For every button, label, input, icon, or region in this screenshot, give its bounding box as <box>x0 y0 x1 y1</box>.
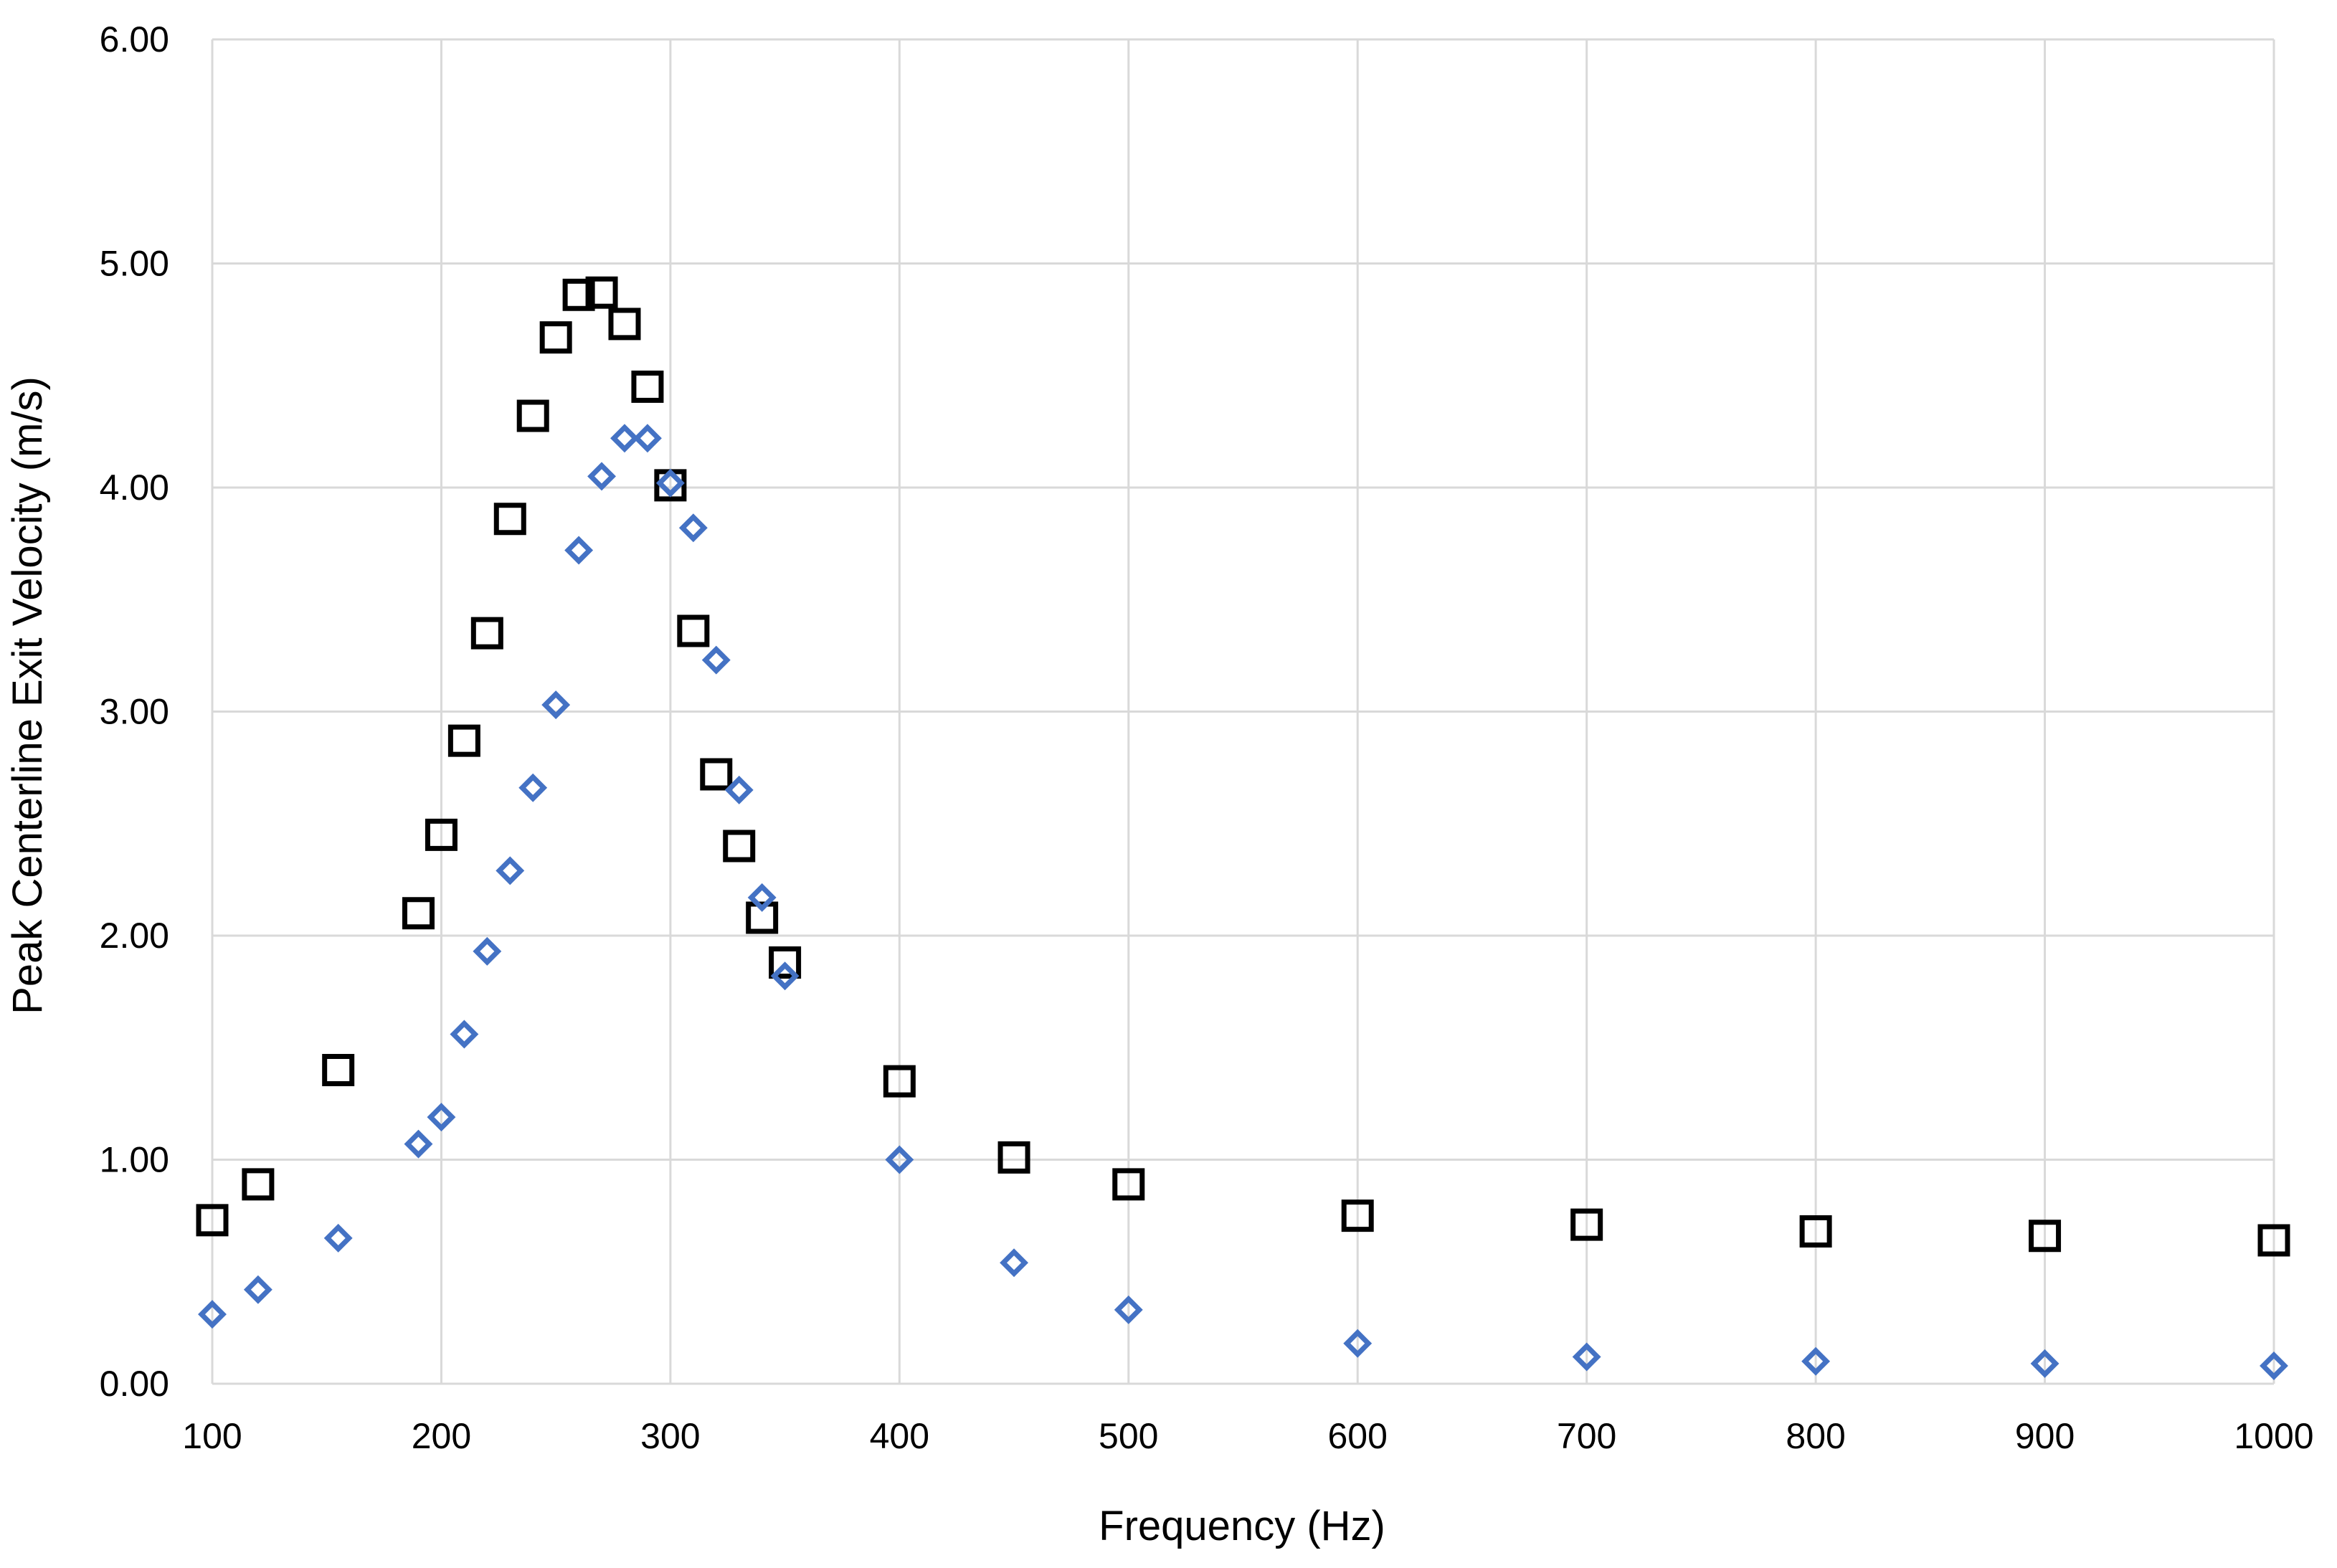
data-series <box>196 276 2290 1380</box>
x-tick-label: 800 <box>1786 1416 1845 1456</box>
data-point-diamond <box>198 1300 227 1329</box>
data-point-square <box>677 614 710 647</box>
data-point-square <box>1341 1199 1374 1232</box>
gridlines <box>211 38 2275 1385</box>
series-2 <box>198 424 2288 1380</box>
y-tick-label: 3.00 <box>100 692 169 732</box>
series-1 <box>196 276 2290 1257</box>
x-tick-label: 100 <box>182 1416 242 1456</box>
data-point-diamond <box>632 424 662 453</box>
data-point-diamond <box>243 1275 272 1304</box>
data-point-square <box>447 724 480 757</box>
data-point-diamond <box>2030 1349 2059 1378</box>
data-point-diamond <box>450 1020 479 1049</box>
data-point-diamond <box>564 536 594 565</box>
data-point-diamond <box>770 961 800 991</box>
x-tick-label: 700 <box>1557 1416 1616 1456</box>
data-point-diamond <box>496 856 525 885</box>
data-point-square <box>700 758 733 791</box>
data-point-diamond <box>747 883 777 912</box>
data-point-square <box>425 818 458 851</box>
data-point-square <box>883 1065 916 1098</box>
data-point-diamond <box>1572 1342 1601 1372</box>
data-point-square <box>2257 1224 2290 1257</box>
x-tick-label: 300 <box>640 1416 700 1456</box>
data-point-diamond <box>1114 1295 1143 1324</box>
data-point-diamond <box>724 775 754 804</box>
data-point-square <box>997 1141 1030 1174</box>
data-point-diamond <box>1801 1346 1831 1376</box>
data-point-square <box>585 276 618 309</box>
data-point-square <box>539 321 572 354</box>
x-tick-label: 600 <box>1328 1416 1388 1456</box>
data-point-diamond <box>404 1129 433 1159</box>
data-point-diamond <box>2260 1351 2288 1380</box>
y-tick-label: 4.00 <box>100 467 169 508</box>
data-point-square <box>769 946 802 979</box>
data-point-diamond <box>587 462 617 491</box>
x-axis-title: Frequency (Hz) <box>1099 1503 1385 1549</box>
data-point-square <box>631 370 664 403</box>
data-point-diamond <box>473 936 502 966</box>
data-point-diamond <box>885 1145 914 1174</box>
y-tick-label: 1.00 <box>100 1140 169 1180</box>
data-point-diamond <box>541 690 571 720</box>
data-point-diamond <box>1000 1248 1029 1278</box>
data-point-diamond <box>518 773 548 802</box>
data-point-square <box>470 617 503 650</box>
y-axis-title: Peak Centerline Exit Velocity (m/s) <box>4 376 51 1015</box>
data-point-square <box>1799 1215 1832 1248</box>
x-tick-label: 500 <box>1099 1416 1158 1456</box>
data-point-square <box>746 901 779 934</box>
data-point-diamond <box>701 645 731 675</box>
data-point-square <box>1570 1208 1603 1241</box>
data-point-diamond <box>655 468 685 498</box>
data-point-diamond <box>427 1103 456 1132</box>
data-point-square <box>2029 1220 2062 1253</box>
y-tick-label: 0.00 <box>100 1364 169 1404</box>
data-point-square <box>402 897 435 930</box>
y-tick-label: 6.00 <box>100 19 169 60</box>
x-tick-label: 900 <box>2015 1416 2075 1456</box>
data-point-square <box>322 1054 355 1086</box>
x-axis-ticks: 100 200 300 400 500 600 700 800 900 1000 <box>182 1416 2313 1456</box>
data-point-square <box>1112 1168 1145 1201</box>
y-tick-label: 2.00 <box>100 916 169 956</box>
y-axis-ticks: 0.00 1.00 2.00 3.00 4.00 5.00 6.00 <box>100 19 169 1404</box>
data-point-square <box>608 308 641 341</box>
data-point-diamond <box>1343 1329 1373 1358</box>
data-point-diamond <box>678 513 708 543</box>
data-point-diamond <box>610 424 639 453</box>
data-point-square <box>562 278 595 311</box>
data-point-square <box>723 830 756 863</box>
x-tick-label: 400 <box>870 1416 929 1456</box>
data-point-square <box>493 503 526 536</box>
data-point-diamond <box>323 1223 353 1253</box>
x-tick-label: 1000 <box>2234 1416 2313 1456</box>
data-point-square <box>516 399 549 432</box>
y-tick-label: 5.00 <box>100 244 169 284</box>
data-point-square <box>242 1168 275 1201</box>
x-tick-label: 200 <box>412 1416 471 1456</box>
data-point-square <box>196 1204 229 1237</box>
